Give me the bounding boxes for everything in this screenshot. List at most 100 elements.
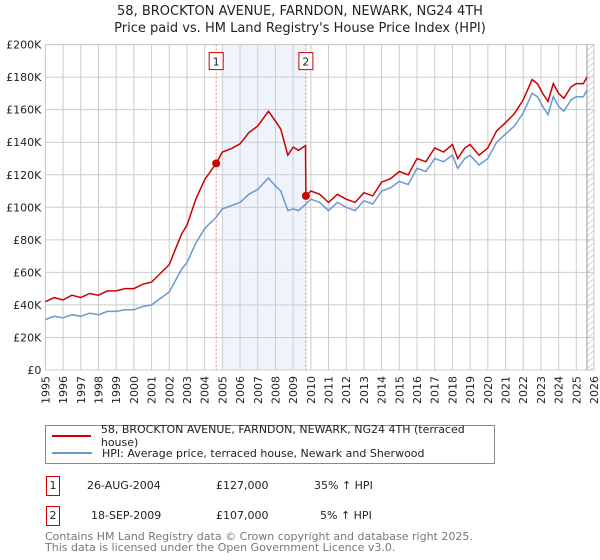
legend-swatch-blue xyxy=(52,452,92,454)
legend-swatch-red xyxy=(52,435,91,437)
future-hatch xyxy=(586,224,595,231)
sale-price: £107,000 xyxy=(216,509,269,522)
future-hatch xyxy=(586,44,595,51)
future-hatch xyxy=(586,116,595,123)
x-tick-label: 2024 xyxy=(553,376,566,404)
chart-title: 58, BROCKTON AVENUE, FARNDON, NEWARK, NG… xyxy=(117,4,483,19)
sale-badge: 2 xyxy=(46,506,60,526)
future-hatch xyxy=(586,176,595,183)
x-tick-label: 2018 xyxy=(446,376,459,404)
x-tick-label: 2015 xyxy=(393,376,406,404)
future-hatch xyxy=(586,344,595,351)
x-tick-label: 2008 xyxy=(269,376,282,404)
y-tick-label: £100K xyxy=(6,201,42,214)
x-tick-label: 2010 xyxy=(305,376,318,404)
chart-subtitle: Price paid vs. HM Land Registry's House … xyxy=(114,21,486,36)
future-hatch xyxy=(586,230,595,237)
sale-date: 18-SEP-2009 xyxy=(91,509,162,522)
future-hatch xyxy=(586,128,595,135)
sale-badge: 1 xyxy=(46,476,60,496)
footer-line-1: Contains HM Land Registry data © Crown c… xyxy=(45,530,473,543)
x-tick-label: 2004 xyxy=(199,376,212,404)
sale-hpi: 35% ↑ HPI xyxy=(314,479,373,492)
sale-marker-label: 1 xyxy=(213,56,220,69)
sale-date: 26-AUG-2004 xyxy=(87,479,161,492)
y-tick-label: £20K xyxy=(13,331,42,344)
future-hatch xyxy=(586,62,595,69)
future-hatch xyxy=(586,350,595,357)
x-tick-label: 2022 xyxy=(517,376,530,404)
future-hatch xyxy=(586,68,595,75)
x-tick-label: 2000 xyxy=(128,376,141,404)
legend-label-property: 58, BROCKTON AVENUE, FARNDON, NEWARK, NG… xyxy=(100,423,465,449)
legend-label-hpi: HPI: Average price, terraced house, Newa… xyxy=(102,446,425,460)
future-hatch xyxy=(586,86,595,93)
future-hatch xyxy=(586,140,595,147)
y-tick-label: £80K xyxy=(13,234,42,247)
future-hatch xyxy=(586,362,595,369)
x-tick-label: 2026 xyxy=(588,376,600,404)
future-hatch xyxy=(586,290,595,297)
future-hatch xyxy=(586,272,595,279)
x-tick-label: 2009 xyxy=(287,376,300,404)
future-hatch xyxy=(586,134,595,141)
x-tick-label: 2007 xyxy=(252,376,265,404)
future-hatch xyxy=(586,266,595,273)
future-hatch xyxy=(586,242,595,249)
y-tick-label: £140K xyxy=(6,136,42,149)
x-tick-label: 2013 xyxy=(358,376,371,404)
sale-marker-label: 2 xyxy=(302,56,309,69)
x-tick-label: 1999 xyxy=(110,376,123,404)
future-hatch xyxy=(586,152,595,159)
future-hatch xyxy=(586,194,595,201)
sale-point xyxy=(301,191,310,200)
sale-marker-badge xyxy=(298,52,314,71)
sale-hpi: 5% ↑ HPI xyxy=(320,509,372,522)
future-hatch xyxy=(586,314,595,321)
x-tick-label: 2017 xyxy=(429,376,442,404)
x-tick-label: 2025 xyxy=(570,376,583,404)
x-tick-label: 2014 xyxy=(376,376,389,404)
x-tick-label: 2006 xyxy=(234,376,247,404)
future-hatch xyxy=(586,260,595,267)
future-hatch xyxy=(586,212,595,219)
future-hatch xyxy=(586,254,595,261)
future-hatch xyxy=(586,200,595,207)
y-tick-label: £0 xyxy=(27,364,41,377)
future-hatch xyxy=(586,248,595,255)
x-tick-label: 1995 xyxy=(39,376,52,404)
sale-row: 1 26-AUG-2004 £127,000 35% ↑ HPI xyxy=(45,476,445,496)
x-tick-label: 2002 xyxy=(163,376,176,404)
future-hatch xyxy=(586,164,595,171)
x-tick-label: 2020 xyxy=(482,376,495,404)
y-tick-label: £40K xyxy=(13,299,42,312)
x-tick-label: 2005 xyxy=(216,376,229,404)
x-tick-label: 1996 xyxy=(57,376,70,404)
future-hatch xyxy=(586,182,595,189)
x-tick-label: 2003 xyxy=(181,376,194,404)
future-hatch xyxy=(586,278,595,285)
future-hatch xyxy=(586,50,595,57)
future-hatch xyxy=(586,326,595,333)
y-tick-label: £60K xyxy=(13,266,42,279)
y-tick-label: £120K xyxy=(6,169,42,182)
x-tick-label: 2019 xyxy=(464,376,477,404)
future-hatch xyxy=(586,170,595,177)
future-hatch xyxy=(586,308,595,315)
y-tick-label: £180K xyxy=(6,71,42,84)
future-hatch xyxy=(586,110,595,117)
future-hatch xyxy=(586,296,595,303)
y-tick-label: £160K xyxy=(6,104,42,117)
x-tick-label: 2011 xyxy=(323,376,336,404)
future-hatch xyxy=(586,188,595,195)
future-hatch xyxy=(586,122,595,129)
x-tick-label: 2001 xyxy=(146,376,159,404)
future-hatch xyxy=(586,302,595,309)
series-line xyxy=(45,89,588,321)
future-hatch xyxy=(586,92,595,99)
x-tick-label: 1997 xyxy=(75,376,88,404)
footer-line-2: This data is licensed under the Open Gov… xyxy=(45,541,396,554)
x-tick-label: 2021 xyxy=(500,376,513,404)
future-hatch xyxy=(586,356,595,363)
